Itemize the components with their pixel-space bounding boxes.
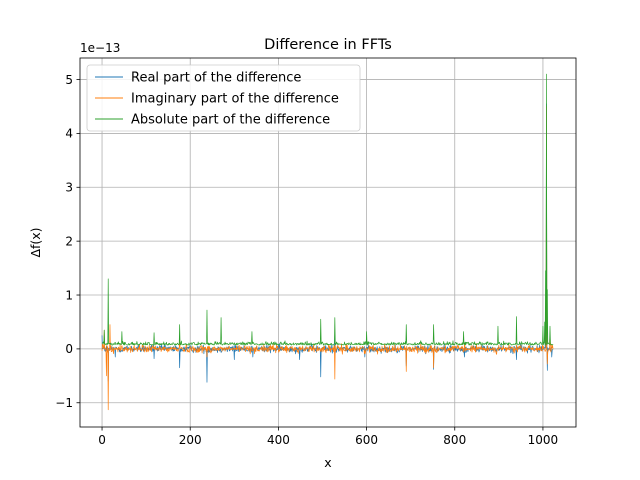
- plot-area: [101, 73, 554, 411]
- x-tick-label: 200: [179, 433, 202, 447]
- y-tick-label: 0: [65, 342, 73, 356]
- legend-entry-real: Real part of the difference: [131, 71, 301, 86]
- y-tick-label: −1: [55, 396, 73, 410]
- x-tick-label: 1000: [528, 433, 559, 447]
- axes-frame: [79, 57, 577, 428]
- y-tick-label: 2: [65, 234, 73, 248]
- x-tick-label: 800: [443, 433, 466, 447]
- series-line-imag: [101, 106, 554, 411]
- y-tick-label: 1: [65, 288, 73, 302]
- x-axis: 0 200 400 600 800 1000: [98, 427, 558, 447]
- chart-title: Difference in FFTs: [264, 37, 392, 53]
- y-tick-label: 3: [65, 181, 73, 195]
- y-axis-label: Δf(x): [28, 227, 43, 257]
- legend-box: [86, 64, 361, 132]
- legend-entry-abs: Absolute part of the difference: [131, 113, 330, 128]
- legend: Real part of the difference Imaginary par…: [86, 64, 361, 132]
- y-offset-label: 1e−13: [80, 41, 120, 55]
- series-line-real: [101, 103, 554, 383]
- series-line-abs: [101, 73, 554, 346]
- y-tick-label: 4: [65, 127, 73, 141]
- x-axis-label: x: [324, 455, 331, 470]
- x-tick-label: 0: [98, 433, 106, 447]
- y-axis: −1 0 1 2 3 4 5: [55, 73, 80, 410]
- y-tick-label: 5: [65, 73, 73, 87]
- x-tick-label: 600: [355, 433, 378, 447]
- legend-entry-imag: Imaginary part of the difference: [131, 92, 339, 107]
- x-tick-label: 400: [267, 433, 290, 447]
